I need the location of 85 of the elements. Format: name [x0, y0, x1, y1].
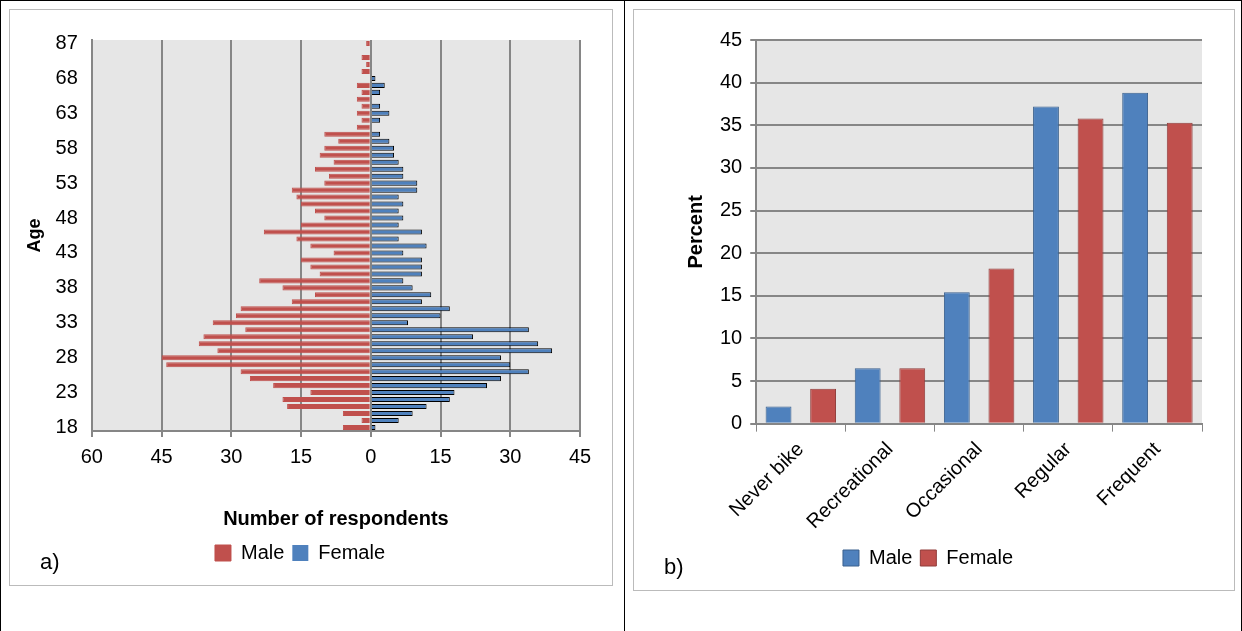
x-tick-label: 45	[150, 444, 173, 467]
bar	[203, 334, 370, 340]
y-tick-label: 40	[720, 70, 743, 93]
bar	[212, 320, 370, 326]
bar	[240, 306, 370, 312]
bar	[356, 82, 370, 88]
bar	[342, 411, 370, 417]
bar	[301, 201, 370, 207]
y-tick-label: 48	[55, 205, 78, 228]
y-tick-label: 5	[731, 368, 743, 391]
x-tick-label: 60	[80, 444, 103, 467]
bar	[217, 348, 370, 354]
bar	[301, 222, 370, 228]
y-tick-label: 25	[720, 198, 743, 221]
legend-label: Female	[318, 540, 386, 563]
bar	[263, 229, 370, 235]
bar	[235, 313, 370, 319]
bar	[324, 145, 370, 151]
bar	[319, 152, 370, 158]
x-tick-label: 15	[429, 444, 452, 467]
bar	[291, 187, 370, 193]
y-tick-label: 38	[55, 275, 78, 298]
y-tick-label: 43	[55, 240, 78, 263]
y-tick-label: 15	[720, 283, 743, 306]
y-tick-label: 87	[55, 31, 78, 54]
y-tick-label: 20	[720, 240, 743, 263]
y-tick-label: 45	[720, 27, 743, 50]
bar	[310, 264, 370, 270]
bar	[328, 173, 370, 179]
bar	[245, 327, 370, 333]
y-tick-label: 33	[55, 310, 78, 333]
bar	[315, 292, 370, 298]
bar	[333, 159, 370, 165]
bar	[315, 208, 370, 214]
bar	[342, 425, 370, 431]
bar	[319, 271, 370, 277]
x-tick-label: 15	[289, 444, 313, 467]
y-tick-label: 0	[731, 411, 743, 434]
bar	[296, 194, 370, 200]
bar	[273, 383, 370, 389]
bar	[161, 355, 370, 361]
x-tick-label: 0	[365, 444, 377, 467]
x-tick-label: 30	[499, 444, 522, 467]
x-tick-label: 30	[220, 444, 243, 467]
bar	[240, 369, 370, 375]
bar	[249, 376, 370, 382]
y-axis-title: Percent	[683, 194, 706, 269]
bar	[166, 362, 370, 368]
y-tick-label: 53	[55, 170, 78, 193]
x-tick-label: 45	[568, 444, 592, 467]
bar	[324, 131, 370, 137]
bar	[198, 341, 370, 347]
bar	[282, 285, 370, 291]
text: b)	[664, 554, 684, 580]
bar	[310, 243, 370, 249]
legend-label: Female	[946, 545, 1014, 568]
legend-label: Male	[868, 545, 913, 568]
y-tick-label: 35	[720, 112, 743, 135]
y-tick-label: 10	[720, 325, 743, 348]
y-tick-label: 58	[55, 135, 78, 158]
x-axis-title: Number of respondents	[223, 506, 449, 529]
y-tick-label: 30	[720, 155, 743, 178]
bar	[315, 166, 370, 172]
text: a)	[40, 549, 60, 575]
y-tick-label: 63	[55, 100, 78, 123]
y-tick-label: 23	[55, 380, 78, 403]
bar	[282, 397, 370, 403]
bar	[324, 215, 370, 221]
bar	[259, 278, 370, 284]
bar	[291, 299, 370, 305]
bar	[296, 236, 370, 242]
y-axis-title: Age	[23, 218, 44, 253]
bar	[324, 180, 370, 186]
bar	[356, 110, 370, 116]
bar	[287, 404, 370, 410]
legend-label: Male	[240, 540, 285, 563]
bar	[310, 390, 370, 396]
bar	[301, 257, 370, 263]
y-tick-label: 68	[55, 65, 78, 88]
bar	[356, 96, 370, 102]
y-tick-label: 28	[55, 345, 78, 368]
bar	[333, 250, 370, 256]
bar	[356, 124, 370, 130]
bar	[338, 138, 370, 144]
y-tick-label: 18	[55, 415, 78, 438]
